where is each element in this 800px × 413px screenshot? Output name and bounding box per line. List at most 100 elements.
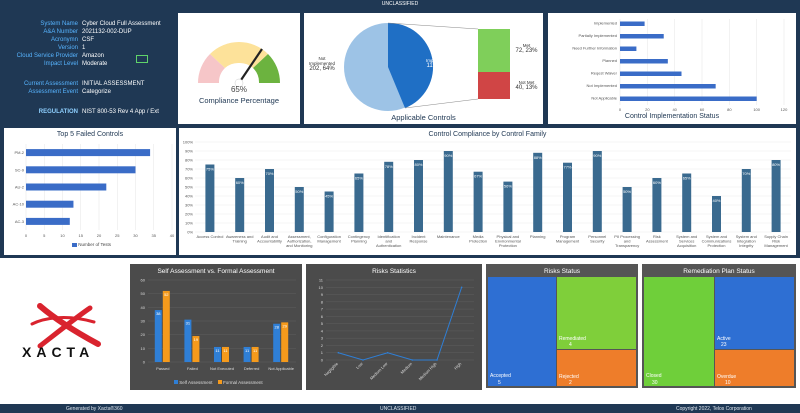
- category-label: Partially Implemented: [579, 33, 617, 38]
- data-point: [362, 359, 364, 361]
- compliance-gauge: [198, 41, 280, 88]
- tick-label: 60%: [185, 176, 193, 181]
- data-label: 90%: [444, 153, 452, 158]
- bar: [620, 46, 637, 51]
- edit-icon[interactable]: [136, 55, 148, 63]
- category-label: Identification: [377, 234, 399, 239]
- category-label: Maintenance: [437, 234, 461, 239]
- info-label: Version: [57, 45, 78, 51]
- tick-label: 70%: [185, 167, 193, 172]
- bar: [26, 166, 136, 174]
- data-label: 40%: [712, 198, 720, 203]
- category-label: Not Applicable: [268, 366, 294, 371]
- remediation-tile-active[interactable]: Active 23: [715, 277, 794, 349]
- tick-label: 40: [170, 233, 175, 238]
- data-point: [460, 286, 463, 289]
- tick-label: 0: [619, 107, 622, 112]
- self-vs-formal-title: Self Assessment vs. Formal Assessment: [157, 268, 275, 275]
- remediation-tile-overdue[interactable]: Overdue 10: [715, 350, 794, 386]
- risks-statistics-panel: Risks Statistics 0 1 2 3 4 5 6 7 8 9 10 11 Negligibl…: [306, 264, 482, 390]
- data-label: 60%: [236, 180, 244, 185]
- category-label: System and: [676, 234, 697, 239]
- bar: [563, 162, 572, 232]
- category-label: Assessment,: [288, 234, 311, 239]
- series-line: [338, 287, 463, 361]
- category-label: Planning: [530, 234, 546, 239]
- risk-tile-rejected[interactable]: Rejected 2: [557, 350, 636, 386]
- remediation-tile-closed[interactable]: Closed 30: [644, 277, 714, 386]
- bar: [214, 346, 221, 362]
- tick-label: 20%: [185, 212, 193, 217]
- category-label: Medium: [399, 361, 413, 375]
- tick-label: 7: [321, 307, 324, 312]
- tick-label: 90%: [185, 149, 193, 154]
- data-label: 60%: [653, 180, 661, 185]
- info-row: System Name Cyber Cloud Full Assessment: [4, 21, 172, 29]
- category-label: Accountability: [257, 239, 282, 244]
- data-point: [386, 351, 389, 354]
- data-point: [337, 351, 340, 354]
- tick-label: 10: [60, 233, 65, 238]
- category-label: Risk: [772, 239, 780, 244]
- bar: [620, 21, 645, 26]
- info-value: INITIAL ASSESSMENT: [82, 81, 145, 87]
- data-label: 11: [245, 348, 250, 353]
- category-label: System and: [736, 234, 757, 239]
- info-label: REGULATION: [38, 109, 78, 115]
- data-label: 75%: [206, 167, 214, 172]
- category-label: Communications: [702, 239, 732, 244]
- data-label: 56%: [504, 184, 512, 189]
- data-point: [411, 359, 414, 361]
- tick-label: 10%: [185, 221, 193, 226]
- self-vs-formal-legend: Self Assessment Formal Assessment: [174, 380, 263, 385]
- risk-tile-remediated[interactable]: Remediated 4: [557, 277, 636, 349]
- footer-center: UNCLASSIFIED: [380, 406, 417, 412]
- category-label: Need Further Information: [572, 46, 617, 51]
- pie-label-not-implemented: Not Implemented 202, 64%: [308, 56, 335, 72]
- category-label: Access Control: [196, 234, 223, 239]
- info-label: A&A Number: [43, 29, 78, 35]
- tick-label: 40: [672, 107, 677, 112]
- data-label: 90%: [593, 153, 601, 158]
- gauge-value: 65%: [230, 85, 247, 94]
- logo-text: XACTA: [22, 344, 95, 360]
- bar: [243, 346, 251, 362]
- category-label: SC-9: [15, 167, 25, 172]
- bar: [620, 71, 682, 76]
- category-label: Personnel: [588, 234, 606, 239]
- tick-label: 30: [133, 233, 138, 238]
- data-label: 70%: [265, 171, 273, 176]
- footer-right: Copyright 2022, Telos Corporation: [676, 406, 752, 412]
- category-label: Deferred: [244, 366, 260, 371]
- tick-label: 5: [321, 321, 324, 326]
- category-label: Low: [355, 361, 364, 370]
- data-label: 50%: [295, 189, 303, 194]
- info-value: NIST 800-53 Rev 4 App / Ext: [82, 109, 159, 115]
- info-row: Assessment Event Categorize: [4, 89, 172, 97]
- applicable-controls-panel: Not Implemented 202, 64% Implemented 112…: [304, 13, 543, 124]
- info-value: 1: [82, 45, 86, 51]
- category-label: Configuration: [317, 234, 341, 239]
- category-label: Protection: [707, 243, 725, 248]
- remediation-status-title: Remediation Plan Status: [683, 268, 755, 275]
- risk-tile-accepted[interactable]: Accepted 5: [488, 277, 556, 386]
- tick-label: 9: [321, 292, 324, 297]
- bar: [620, 59, 668, 64]
- data-label: 38: [156, 311, 161, 316]
- compliance-gauge-panel: 65% Compliance Percentage: [178, 13, 300, 124]
- data-label: 45%: [325, 194, 333, 199]
- data-label: 67%: [474, 174, 482, 179]
- tick-label: 2: [321, 343, 324, 348]
- bar: [265, 169, 274, 232]
- category-label: Training: [233, 239, 247, 244]
- info-value: Cyber Cloud Full Assessment: [82, 21, 161, 27]
- info-row: Version 1: [4, 45, 172, 53]
- info-label: Cloud Service Provider: [16, 53, 78, 59]
- bar: [192, 336, 200, 362]
- category-label: Security: [590, 239, 604, 244]
- category-label: Not Executed: [210, 366, 234, 371]
- bar: [443, 151, 453, 232]
- bar: [622, 187, 632, 232]
- category-label: Not Applicable: [591, 96, 617, 101]
- bar: [682, 173, 692, 232]
